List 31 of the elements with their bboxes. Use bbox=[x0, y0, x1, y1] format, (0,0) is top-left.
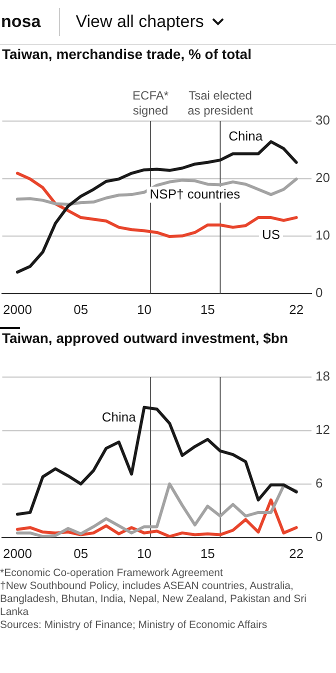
series-label: China bbox=[102, 410, 137, 425]
x-tick-label: 2000 bbox=[3, 302, 32, 317]
x-tick-label: 05 bbox=[74, 302, 88, 317]
text: View all chapters bbox=[76, 12, 204, 32]
text: nosa bbox=[1, 12, 41, 32]
y-tick-label: 0 bbox=[316, 528, 323, 544]
x-tick-label: 05 bbox=[74, 546, 88, 561]
x-tick-label: 2000 bbox=[3, 546, 32, 561]
ref-line-label: ECFA* signed bbox=[132, 88, 169, 118]
series-label: US bbox=[262, 227, 280, 242]
series-label: NSP† countries bbox=[150, 186, 241, 202]
x-tick-label: 15 bbox=[200, 546, 215, 561]
x-tick-label: 10 bbox=[136, 302, 152, 317]
y-tick-label: 12 bbox=[316, 422, 330, 438]
source-note: Sources: Ministry of Finance; Ministry of Economic Affairs bbox=[0, 619, 268, 632]
x-tick-label: 10 bbox=[136, 546, 152, 561]
y-tick-label: 30 bbox=[316, 112, 330, 128]
y-tick-label: 10 bbox=[316, 228, 330, 243]
text: *Economic Co-operation Framework Agreement bbox=[0, 567, 224, 580]
y-tick-label: 6 bbox=[316, 476, 323, 491]
ref-line-label: Tsai elected as president bbox=[188, 88, 254, 118]
y-tick-label: 18 bbox=[316, 368, 330, 384]
x-tick-label: 22 bbox=[289, 302, 304, 317]
y-tick-label: 20 bbox=[316, 170, 330, 186]
y-tick-label: 0 bbox=[316, 284, 323, 300]
x-tick-label: 22 bbox=[289, 546, 304, 561]
text: †New Southbound Policy, includes ASEAN countries, Australia, Bangladesh, Bhutan, India, Nepal, New Zealand, Pakistan and Sri Lanka bbox=[0, 580, 308, 619]
x-tick-label: 15 bbox=[200, 302, 215, 317]
chart-title: Taiwan, merchandise trade, % of total bbox=[2, 45, 252, 63]
series-label: China bbox=[228, 128, 264, 144]
chart-title: Taiwan, approved outward investment, $bn bbox=[2, 329, 290, 347]
